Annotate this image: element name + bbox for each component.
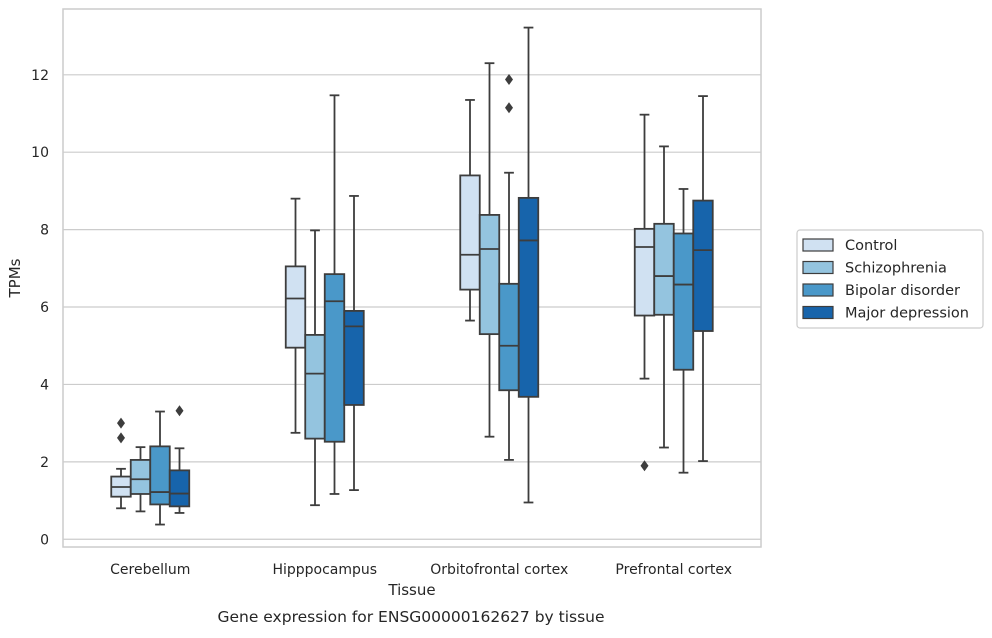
box-1-0 bbox=[284, 197, 307, 434]
boxes bbox=[110, 26, 714, 526]
box-0-3 bbox=[168, 405, 191, 514]
box-body bbox=[633, 227, 656, 317]
box-body bbox=[323, 273, 346, 443]
legend-label: Schizophrenia bbox=[845, 261, 947, 277]
outlier-point bbox=[505, 73, 513, 85]
outlier-point bbox=[117, 432, 125, 444]
box-body bbox=[149, 445, 171, 506]
legend-swatch bbox=[802, 260, 834, 275]
x-tick-label: Orbitofrontal cortex bbox=[430, 562, 568, 578]
box-body bbox=[672, 232, 695, 371]
box-body bbox=[692, 199, 714, 332]
outlier-point bbox=[505, 102, 513, 114]
legend-swatch bbox=[802, 238, 834, 252]
box-3-0 bbox=[633, 113, 656, 472]
outlier-point bbox=[640, 460, 649, 472]
box-2-3 bbox=[517, 26, 540, 504]
outlier-point bbox=[117, 417, 125, 429]
legend-swatch bbox=[802, 283, 834, 297]
box-2-2 bbox=[498, 73, 520, 461]
legend-label: Bipolar disorder bbox=[845, 283, 960, 299]
y-tick-label: 10 bbox=[31, 145, 49, 161]
box-3-2 bbox=[672, 188, 695, 474]
box-body bbox=[498, 282, 520, 392]
box-body bbox=[459, 174, 481, 291]
box-body bbox=[343, 309, 365, 406]
box-3-1 bbox=[653, 145, 675, 449]
outlier-point bbox=[175, 405, 184, 417]
legend: Control Schizophrenia Bipolar disorder Majo… bbox=[796, 229, 984, 329]
x-tick-label: Hipppocampus bbox=[272, 562, 377, 578]
box-0-0 bbox=[110, 417, 132, 510]
box-2-0 bbox=[459, 99, 481, 322]
box-1-2 bbox=[323, 94, 346, 495]
legend-label: Control bbox=[845, 238, 897, 254]
y-axis-label: TPMs bbox=[6, 258, 24, 298]
box-body bbox=[168, 469, 191, 508]
box-0-1 bbox=[129, 446, 152, 513]
legend-label: Major depression bbox=[845, 306, 969, 322]
box-body bbox=[304, 333, 326, 440]
box-body bbox=[478, 214, 501, 336]
y-tick-label: 0 bbox=[40, 532, 49, 548]
x-tick-label: Cerebellum bbox=[110, 562, 190, 578]
box-2-1 bbox=[478, 62, 501, 438]
legend-frame bbox=[796, 229, 984, 329]
box-body bbox=[129, 459, 152, 495]
y-tick-label: 8 bbox=[40, 223, 49, 239]
figure-caption: Gene expression for ENSG00000162627 by t… bbox=[217, 608, 604, 626]
y-tick-label: 4 bbox=[40, 377, 49, 393]
box-body bbox=[653, 222, 675, 316]
box-0-2 bbox=[149, 410, 171, 526]
legend-swatch bbox=[802, 305, 834, 320]
x-axis-label: Tissue bbox=[387, 581, 435, 599]
box-1-3 bbox=[343, 195, 365, 492]
x-tick-labels: Cerebellum Hipppocampus Orbitofrontal cort… bbox=[110, 562, 732, 578]
x-tick-label: Prefrontal cortex bbox=[615, 562, 732, 578]
box-body bbox=[284, 265, 307, 349]
box-1-1 bbox=[304, 229, 326, 507]
plot-area-frame bbox=[62, 8, 762, 548]
box-3-3 bbox=[692, 95, 714, 462]
y-tick-label: 6 bbox=[40, 300, 49, 316]
box-body bbox=[517, 196, 540, 398]
y-tick-labels: 0 2 4 6 8 10 12 bbox=[31, 68, 49, 548]
y-tick-label: 2 bbox=[40, 455, 49, 471]
y-tick-label: 12 bbox=[31, 68, 49, 84]
